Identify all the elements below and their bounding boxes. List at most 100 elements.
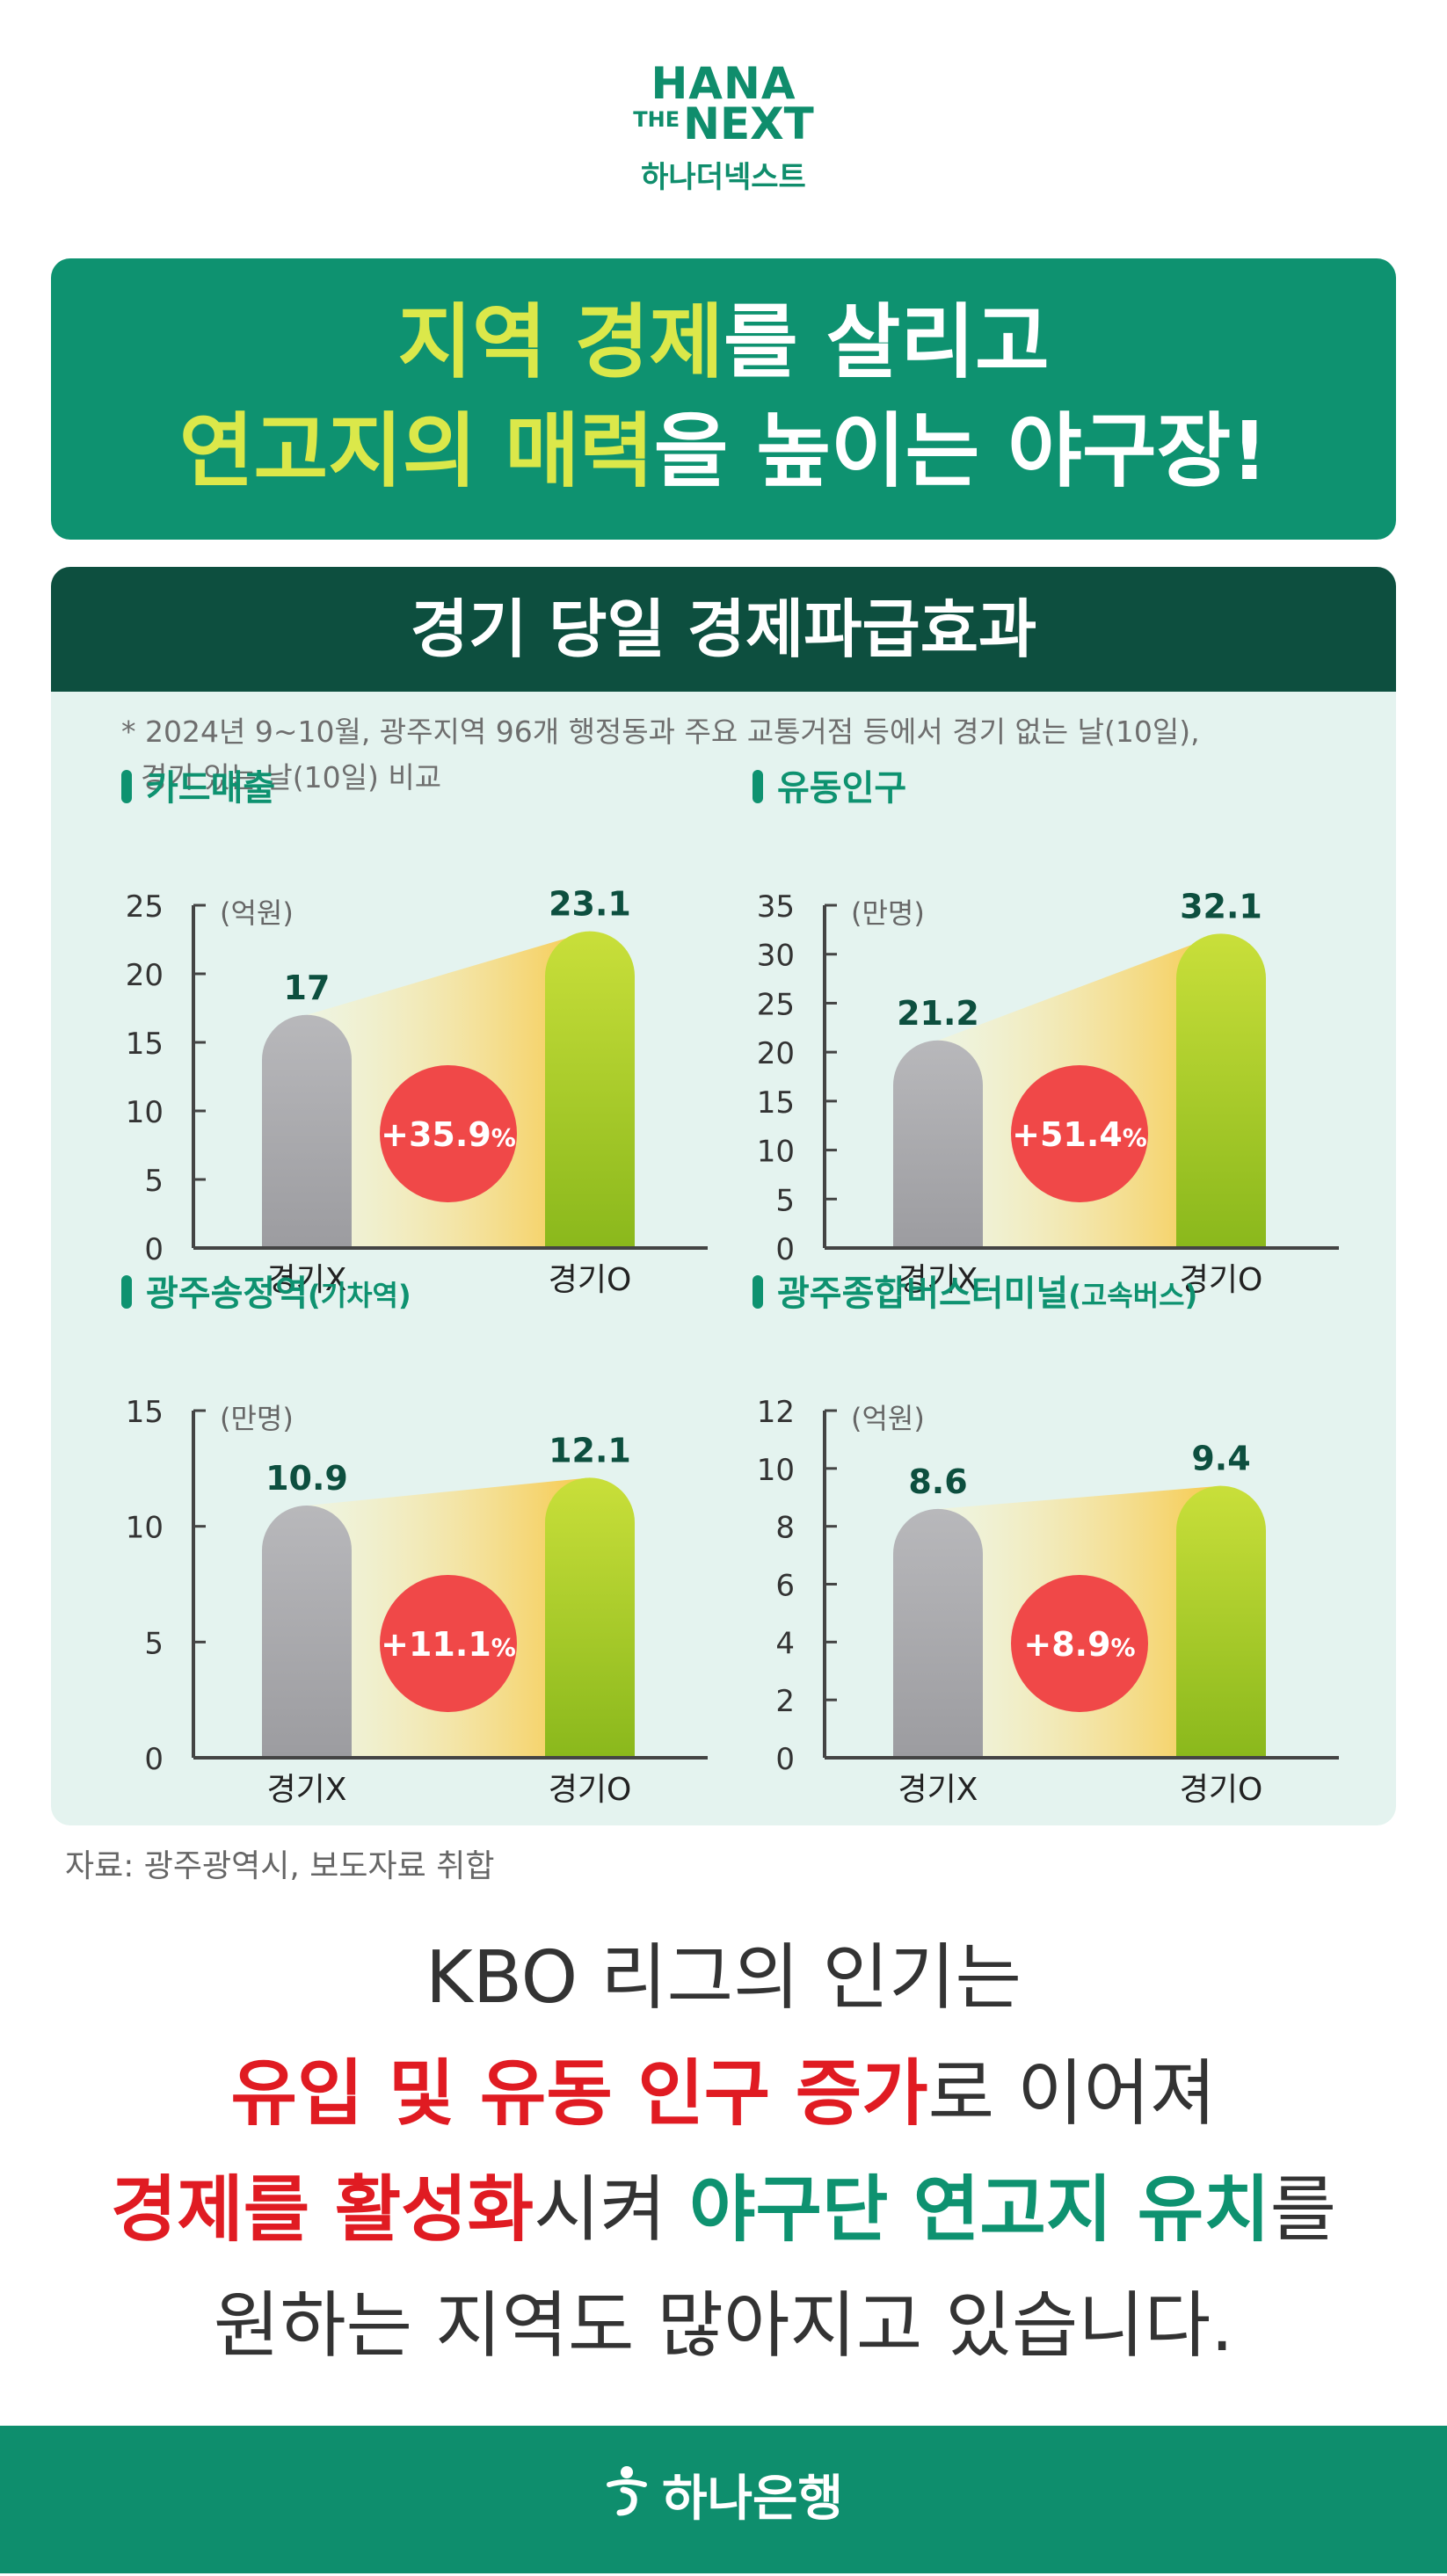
- value-label-game-day: 32.1: [1180, 887, 1262, 925]
- category-label-game-day: 경기O: [549, 1772, 632, 1808]
- category-label-no-game: 경기X: [267, 1772, 347, 1808]
- headline-line2: 연고지의 매력을 높이는 야구장!: [51, 397, 1396, 506]
- value-label-no-game: 21.2: [897, 994, 979, 1033]
- message-line2-red: 유입 및 유동 인구 증가: [230, 2052, 928, 2136]
- value-label-no-game: 17: [284, 969, 331, 1007]
- hana-the-next-logo: HANA THENEXT 하나더넥스트: [0, 62, 1447, 196]
- category-label-game-day: 경기O: [1180, 1262, 1263, 1298]
- headline-line1-highlight: 지역 경제: [397, 295, 724, 389]
- chart-title-marker: [121, 1275, 132, 1309]
- change-badge-unit: %: [491, 1633, 516, 1662]
- message-line3-rest: 를: [1269, 2168, 1337, 2252]
- logo-line2: THENEXT: [0, 102, 1447, 146]
- category-label-no-game: 경기X: [267, 1262, 347, 1298]
- message-line3-green: 야구단 연고지 유치: [689, 2168, 1270, 2252]
- y-tick-label: 5: [144, 1626, 164, 1661]
- change-badge-unit: %: [1123, 1123, 1147, 1152]
- y-tick-label: 0: [775, 1742, 795, 1777]
- chart-title-sub: (기차역): [308, 1279, 411, 1312]
- value-label-no-game: 10.9: [265, 1459, 348, 1498]
- y-tick-label: 35: [757, 889, 795, 925]
- unit-label: (만명): [220, 1402, 294, 1435]
- message-line2: 유입 및 유동 인구 증가로 이어져: [0, 2036, 1447, 2152]
- headline-line1-rest: 를 살리고: [724, 295, 1050, 389]
- source-note: 자료: 광주광역시, 보도자료 취합: [65, 1848, 495, 1884]
- bar-no-game: [893, 1040, 983, 1248]
- y-tick-label: 0: [144, 1232, 164, 1267]
- y-tick-label: 12: [757, 1395, 795, 1430]
- category-label-no-game: 경기X: [898, 1772, 978, 1808]
- y-tick-label: 15: [126, 1395, 164, 1430]
- y-tick-label: 10: [126, 1511, 164, 1546]
- y-tick-label: 25: [126, 889, 164, 925]
- economic-effect-section: 경기 당일 경제파급효과 * 2024년 9~10월, 광주지역 96개 행정동…: [51, 567, 1396, 1825]
- value-label-game-day: 23.1: [549, 885, 631, 924]
- y-tick-label: 0: [775, 1232, 795, 1267]
- change-badge: [1011, 1575, 1148, 1712]
- y-tick-label: 10: [126, 1095, 164, 1130]
- message-line2-rest: 로 이어져: [927, 2052, 1217, 2136]
- value-label-no-game: 8.6: [908, 1462, 967, 1501]
- closing-message: KBO 리그의 인기는 유입 및 유동 인구 증가로 이어져 경제를 활성화시켜…: [0, 1920, 1447, 2384]
- y-tick-label: 4: [775, 1626, 795, 1661]
- section-title: 경기 당일 경제파급효과: [51, 567, 1396, 692]
- category-label-game-day: 경기O: [549, 1262, 632, 1298]
- message-line4: 원하는 지역도 많아지고 있습니다.: [213, 2284, 1234, 2368]
- unit-label: (억원): [220, 896, 294, 930]
- chart-title-marker: [121, 770, 132, 803]
- y-tick-label: 20: [126, 958, 164, 993]
- footer-bank-name: 하나은행: [661, 2471, 844, 2528]
- section-note: * 2024년 9~10월, 광주지역 96개 행정동과 주요 교통거점 등에서…: [121, 709, 1352, 801]
- category-label-no-game: 경기X: [898, 1262, 978, 1298]
- change-badge: [380, 1065, 517, 1202]
- y-tick-label: 6: [775, 1569, 795, 1604]
- change-badge-unit: %: [491, 1123, 516, 1152]
- y-tick-label: 5: [775, 1183, 795, 1218]
- bar-no-game: [893, 1508, 983, 1758]
- bar-no-game: [262, 1014, 352, 1248]
- bar-game-day: [1176, 1485, 1266, 1758]
- chart-title: 유동인구: [777, 768, 906, 809]
- bar-no-game: [262, 1505, 352, 1758]
- headline-banner: 지역 경제를 살리고 연고지의 매력을 높이는 야구장!: [51, 258, 1396, 540]
- y-tick-label: 0: [144, 1742, 164, 1777]
- logo-next: NEXT: [683, 98, 814, 149]
- value-label-game-day: 9.4: [1191, 1440, 1250, 1478]
- message-line3-mid: 시켜: [534, 2168, 690, 2252]
- category-label-game-day: 경기O: [1180, 1772, 1263, 1808]
- y-tick-label: 30: [757, 939, 795, 974]
- y-tick-label: 2: [775, 1684, 795, 1719]
- headline-line1: 지역 경제를 살리고: [51, 288, 1396, 397]
- message-line3: 경제를 활성화시켜 야구단 연고지 유치를: [0, 2152, 1447, 2268]
- bar-game-day: [1176, 933, 1266, 1248]
- message-line1: KBO 리그의 인기는: [425, 1936, 1022, 2020]
- y-tick-label: 20: [757, 1036, 795, 1071]
- bar-game-day: [545, 1477, 635, 1758]
- change-badge: [380, 1575, 517, 1712]
- note-line2: 경기 있는 날(10일) 비교: [141, 760, 442, 795]
- y-tick-label: 15: [126, 1027, 164, 1062]
- logo-the: THE: [633, 107, 680, 132]
- y-tick-label: 10: [757, 1453, 795, 1488]
- y-tick-label: 5: [144, 1164, 164, 1199]
- chart-title: 광주송정역(기차역): [146, 1273, 411, 1314]
- chart-title: 카드매출: [146, 768, 275, 809]
- unit-label: (억원): [851, 1402, 925, 1435]
- change-badge-unit: %: [1111, 1633, 1136, 1662]
- hana-bank-logo-icon: [604, 2428, 650, 2576]
- change-badge: [1011, 1065, 1148, 1202]
- logo-line1: HANA: [651, 58, 796, 109]
- y-tick-label: 15: [757, 1085, 795, 1121]
- headline-line2-highlight: 연고지의 매력: [178, 404, 654, 498]
- logo-korean: 하나더넥스트: [641, 160, 806, 195]
- y-tick-label: 8: [775, 1511, 795, 1546]
- y-tick-label: 10: [757, 1135, 795, 1170]
- headline-line2-rest: 을 높이는 야구장!: [653, 404, 1269, 498]
- chart-panel-4: 광주종합버스터미널(고속버스) 0 2 4 6 8 10 12 (억원) 8.6 9.4 경기X 경기O…: [753, 1273, 1339, 1808]
- chart-title: 광주종합버스터미널(고속버스): [777, 1273, 1197, 1314]
- chart-title-marker: [753, 1275, 763, 1309]
